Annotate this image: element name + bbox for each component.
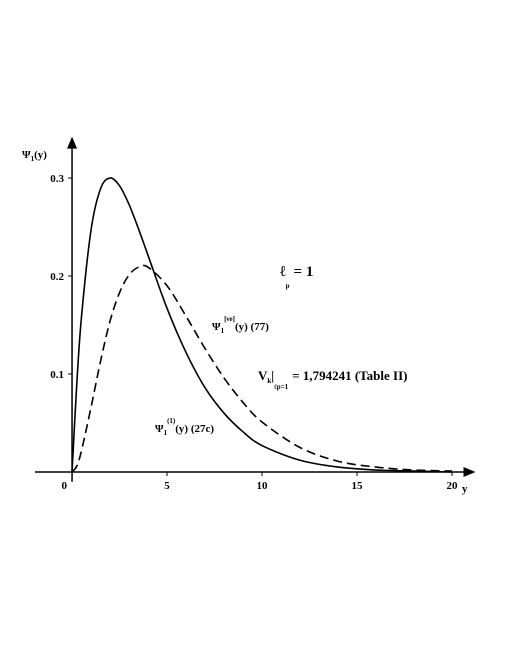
y-tick-label: 0.1 bbox=[50, 369, 64, 381]
annotation: Ψ1[νe](y) (77) bbox=[212, 315, 269, 335]
annotation: Ψ1(1)(y) (27c) bbox=[155, 417, 214, 437]
y-axis-arrow bbox=[67, 136, 78, 149]
series-line bbox=[71, 264, 453, 473]
x-tick-label: 10 bbox=[257, 480, 269, 492]
annotation: Vk|ℓp=1= 1,794241 (Table II) bbox=[258, 368, 407, 391]
y-axis-label: Ψ1(y) bbox=[22, 149, 47, 163]
x-tick-label: 5 bbox=[164, 480, 170, 492]
x-tick-label: 20 bbox=[447, 480, 459, 492]
annotation: ℓp= 1 bbox=[280, 264, 313, 290]
x-tick-label: 15 bbox=[352, 480, 364, 492]
y-tick-label: 0.2 bbox=[50, 271, 64, 283]
series-line bbox=[71, 177, 453, 473]
x-tick-label: 0 bbox=[62, 480, 68, 492]
x-axis-label: y bbox=[462, 483, 468, 495]
x-axis-arrow bbox=[463, 467, 476, 477]
y-tick-label: 0.3 bbox=[50, 173, 64, 185]
